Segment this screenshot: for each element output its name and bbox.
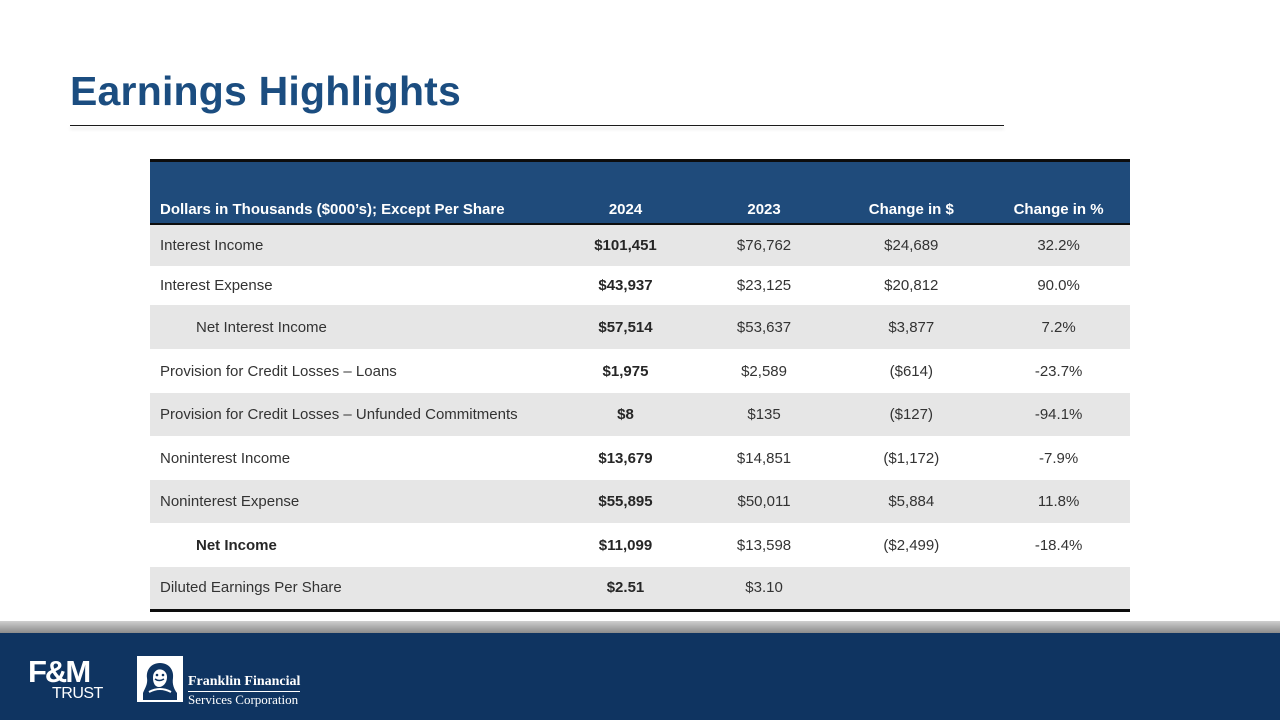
ffsc-logo-text: Franklin Financial Services Corporation [188, 674, 300, 707]
value-change-dollar: ($614) [835, 349, 988, 393]
footer-stripe [0, 621, 1280, 633]
value-2023: $76,762 [692, 224, 836, 266]
fm-logo-text: F&M [28, 654, 91, 689]
value-2023: $135 [692, 393, 836, 436]
value-2024: $1,975 [558, 349, 693, 393]
value-2024: $55,895 [558, 480, 693, 523]
value-2023: $13,598 [692, 523, 836, 567]
value-2023: $53,637 [692, 305, 836, 349]
ffsc-name-line1: Franklin Financial [188, 674, 301, 689]
row-label: Provision for Credit Losses – Loans [150, 349, 559, 393]
value-2023: $2,589 [692, 349, 836, 393]
row-label: Interest Expense [150, 266, 559, 305]
table-header-row: Dollars in Thousands ($000’s); Except Pe… [150, 159, 1130, 225]
value-change-dollar: $24,689 [835, 224, 988, 266]
title-divider [70, 125, 1004, 126]
table-row: Net Interest Income $57,514 $53,637 $3,8… [150, 305, 1130, 349]
value-2024: $13,679 [558, 436, 693, 480]
value-change-dollar: $20,812 [835, 266, 988, 305]
row-label: Noninterest Income [150, 436, 559, 480]
trust-logo-text: TRUST [52, 685, 103, 702]
value-2024: $101,451 [558, 224, 693, 266]
row-label: Interest Income [150, 224, 559, 266]
row-label: Net Interest Income [150, 305, 559, 349]
value-change-pct: 32.2% [987, 224, 1130, 266]
value-change-pct: -7.9% [987, 436, 1130, 480]
value-change-pct: -23.7% [987, 349, 1130, 393]
value-2024: $2.51 [558, 567, 693, 612]
value-change-dollar: $5,884 [835, 480, 988, 523]
earnings-table: Dollars in Thousands ($000’s); Except Pe… [150, 159, 1130, 612]
table-row: Noninterest Expense $55,895 $50,011 $5,8… [150, 480, 1130, 523]
header-change-dollar: Change in $ [835, 159, 988, 225]
row-label: Net Income [150, 523, 559, 567]
table-row: Provision for Credit Losses – Loans $1,9… [150, 349, 1130, 393]
fm-trust-logo: F&M TRUST [28, 656, 110, 704]
value-2024: $8 [558, 393, 693, 436]
header-change-pct: Change in % [987, 159, 1130, 225]
header-2024: 2024 [558, 159, 693, 225]
ffsc-name-line2: Services Corporation [188, 692, 299, 707]
value-2023: $14,851 [692, 436, 836, 480]
table-row: Interest Income $101,451 $76,762 $24,689… [150, 224, 1130, 266]
row-label: Diluted Earnings Per Share [150, 567, 559, 612]
value-change-pct: 11.8% [987, 480, 1130, 523]
footer-bar: F&M TRUST Franklin Financial Services Co… [0, 633, 1280, 720]
value-2023: $50,011 [692, 480, 836, 523]
table-row: Interest Expense $43,937 $23,125 $20,812… [150, 266, 1130, 305]
header-2023: 2023 [692, 159, 836, 225]
value-change-dollar [835, 567, 988, 612]
value-2024: $57,514 [558, 305, 693, 349]
franklin-portrait-icon [137, 656, 183, 702]
row-label: Noninterest Expense [150, 480, 559, 523]
value-change-pct: -94.1% [987, 393, 1130, 436]
value-change-dollar: ($2,499) [835, 523, 988, 567]
page-title: Earnings Highlights [70, 68, 462, 114]
table-row: Net Income $11,099 $13,598 ($2,499) -18.… [150, 523, 1130, 567]
header-label-column: Dollars in Thousands ($000’s); Except Pe… [150, 159, 559, 225]
value-2024: $11,099 [558, 523, 693, 567]
value-change-dollar: ($127) [835, 393, 988, 436]
value-change-pct: 7.2% [987, 305, 1130, 349]
value-change-pct [987, 567, 1130, 612]
ffsc-logo-rule [188, 691, 300, 692]
value-2023: $3.10 [692, 567, 836, 612]
table-row: Noninterest Income $13,679 $14,851 ($1,1… [150, 436, 1130, 480]
table-row: Provision for Credit Losses – Unfunded C… [150, 393, 1130, 436]
table-row: Diluted Earnings Per Share $2.51 $3.10 [150, 567, 1130, 612]
value-change-pct: 90.0% [987, 266, 1130, 305]
value-2023: $23,125 [692, 266, 836, 305]
value-change-pct: -18.4% [987, 523, 1130, 567]
value-change-dollar: ($1,172) [835, 436, 988, 480]
value-2024: $43,937 [558, 266, 693, 305]
row-label: Provision for Credit Losses – Unfunded C… [150, 393, 559, 436]
value-change-dollar: $3,877 [835, 305, 988, 349]
